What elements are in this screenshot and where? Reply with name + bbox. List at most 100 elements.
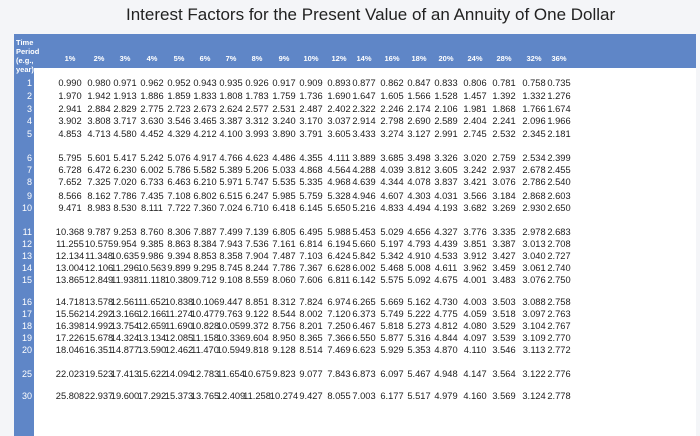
table-cell: 9.372 <box>245 321 269 331</box>
table-cell: 3.837 <box>434 177 458 187</box>
table-cell: 6.802 <box>193 191 217 201</box>
table-cell: 7.366 <box>327 333 351 343</box>
table-cell: 14.992 <box>84 321 114 331</box>
table-cell: 5.786 <box>167 165 191 175</box>
table-cell: 11.652 <box>138 297 166 307</box>
table-cell: 3.993 <box>245 129 269 139</box>
table-cell: 4.212 <box>193 129 217 139</box>
time-period-header: Time Period (e.g., year) <box>14 36 40 74</box>
table-cell: 2.322 <box>352 104 376 114</box>
period-label: 19 <box>21 333 32 343</box>
table-cell: 14.094 <box>164 369 194 379</box>
table-cell: 13.865 <box>55 275 85 285</box>
table-cell: 3.427 <box>492 251 516 261</box>
table-cell: 1.332 <box>522 91 546 101</box>
table-cell: 6.728 <box>58 165 82 175</box>
table-cell: 3.020 <box>463 153 487 163</box>
table-cell: 9.122 <box>245 309 269 319</box>
rate-header: 6% <box>199 54 211 63</box>
table-cell: 3.387 <box>492 239 516 249</box>
table-cell: 5.008 <box>407 263 431 273</box>
table-cell: 8.111 <box>141 203 163 213</box>
table-cell: 2.750 <box>547 275 571 285</box>
table-cell: 2.937 <box>492 165 516 175</box>
table-cell: 2.345 <box>522 129 546 139</box>
table-cell: 12.166 <box>137 309 167 319</box>
table-cell: 9.604 <box>245 333 269 343</box>
table-cell: 3.109 <box>522 333 546 343</box>
period-label: 4 <box>26 116 32 126</box>
table-cell: 3.529 <box>492 321 516 331</box>
table-cell: 2.683 <box>547 227 571 237</box>
table-cell: 3.104 <box>522 321 546 331</box>
period-label: 14 <box>21 263 32 273</box>
table-row: 4 3.902 3.808 3.717 3.630 3.546 3.465 3.387 3.31… <box>14 116 696 127</box>
table-cell: 11.470 <box>191 345 219 355</box>
table-cell: 2.650 <box>547 203 571 213</box>
rate-header: 9% <box>278 54 290 63</box>
table-cell: 5.092 <box>407 275 431 285</box>
rate-header: 5% <box>173 54 185 63</box>
table-cell: 5.535 <box>272 177 296 187</box>
table-cell: 4.910 <box>407 251 431 261</box>
table-cell: 10.838 <box>164 297 194 307</box>
period-label: 9 <box>26 191 32 201</box>
table-row: 9 8.566 8.162 7.786 7.435 7.108 6.802 6.515 6.24… <box>14 191 696 202</box>
table-cell: 6.628 <box>327 263 351 273</box>
table-cell: 2.241 <box>492 116 516 126</box>
table-cell: 6.974 <box>327 297 351 307</box>
table-cell: 3.097 <box>522 309 546 319</box>
table-cell: 4.917 <box>193 153 217 163</box>
table-cell: 0.990 <box>58 78 82 88</box>
table-cell: 2.991 <box>434 129 458 139</box>
rate-header: 1% <box>64 54 76 63</box>
table-row: 16 14.718 13.578 12.561 11.652 10.838 10.106 9.… <box>14 297 696 308</box>
table-cell: 2.246 <box>380 104 404 114</box>
table-cell: 1.528 <box>434 91 458 101</box>
table-cell: 12.849 <box>84 275 114 285</box>
table-cell: 11.118 <box>138 275 166 285</box>
table-cell: 3.387 <box>219 116 243 126</box>
table-cell: 3.912 <box>463 251 487 261</box>
table-cell: 5.747 <box>245 177 269 187</box>
table-cell: 1.833 <box>193 91 217 101</box>
table-cell: 2.106 <box>434 104 458 114</box>
table-cell: 9.295 <box>193 263 217 273</box>
table-cell: 4.812 <box>434 321 458 331</box>
table-cell: 3.037 <box>327 116 351 126</box>
table-cell: 4.059 <box>463 309 487 319</box>
header-band <box>14 36 696 68</box>
table-cell: 11.296 <box>111 263 139 273</box>
table-cell: 2.772 <box>547 345 571 355</box>
table-cell: 5.468 <box>380 263 404 273</box>
table-cell: 4.675 <box>434 275 458 285</box>
table-cell: 3.421 <box>463 177 487 187</box>
table-cell: 5.818 <box>380 321 404 331</box>
table-cell: 11.690 <box>165 321 193 331</box>
table-cell: 4.844 <box>434 333 458 343</box>
table-cell: 8.201 <box>299 321 323 331</box>
table-cell: 5.988 <box>327 227 351 237</box>
table-cell: 5.389 <box>219 165 243 175</box>
table-cell: 3.040 <box>522 251 546 261</box>
table-cell: 3.274 <box>380 129 404 139</box>
table-cell: 3.605 <box>434 165 458 175</box>
table-cell: 4.853 <box>58 129 82 139</box>
table-cell: 12.659 <box>137 321 167 331</box>
table-cell: 2.778 <box>547 391 571 401</box>
table-cell: 8.566 <box>58 191 82 201</box>
table-cell: 4.327 <box>434 227 458 237</box>
rate-header: 3% <box>119 54 131 63</box>
period-label: 18 <box>21 321 32 331</box>
table-cell: 9.954 <box>113 239 137 249</box>
table-cell: 0.909 <box>299 78 323 88</box>
table-cell: 3.902 <box>58 116 82 126</box>
table-row: 12 11.255 10.575 9.954 9.385 8.863 8.384 7.943 7… <box>14 239 696 250</box>
table-cell: 9.385 <box>140 239 164 249</box>
table-cell: 3.483 <box>492 275 516 285</box>
table-cell: 6.265 <box>352 297 376 307</box>
table-cell: 3.962 <box>463 263 487 273</box>
table-cell: 7.904 <box>245 251 269 261</box>
table-cell: 7.824 <box>299 297 323 307</box>
table-cell: 3.433 <box>352 129 376 139</box>
